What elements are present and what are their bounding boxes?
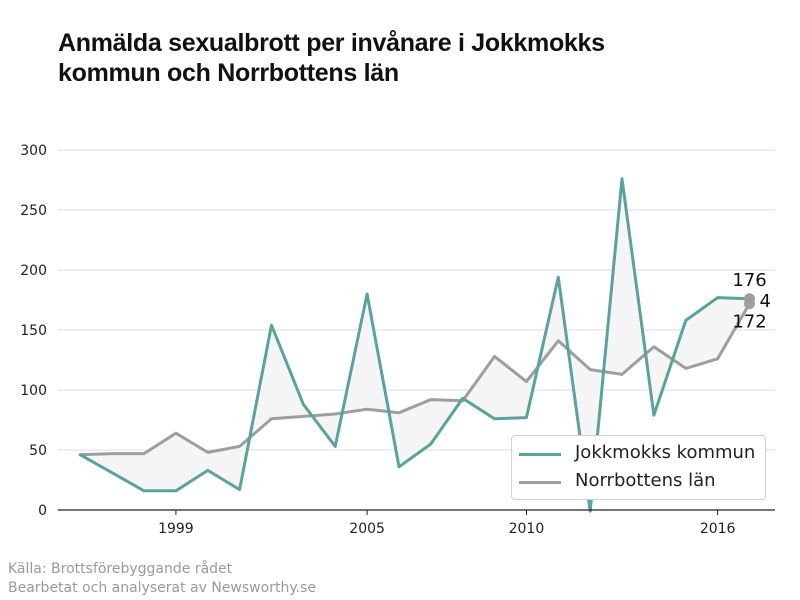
y-tick-label: 300 (20, 143, 47, 159)
source-note: Källa: Brottsförebyggande rådet Bearbeta… (8, 560, 316, 598)
y-tick-label: 100 (20, 383, 47, 399)
x-tick-label: 2016 (700, 521, 736, 537)
legend-swatch-jokkmokk (519, 453, 561, 456)
legend-label-norrbotten: Norrbottens län (575, 470, 716, 491)
end-marker-jokkmokk (744, 293, 756, 305)
legend-label-jokkmokk: Jokkmokks kommun (575, 442, 756, 463)
y-tick-label: 150 (20, 323, 47, 339)
y-tick-label: 50 (29, 443, 47, 459)
end-label-difference: 4 (760, 291, 771, 312)
series-line-jokkmokk (78, 177, 751, 513)
legend-swatch-norrbotten (519, 481, 561, 484)
series-line-norrbotten (78, 302, 751, 457)
y-tick-label: 0 (38, 503, 47, 519)
area-between-series (80, 178, 750, 512)
chart-title-line-2: kommun och Norrbottens län (58, 59, 399, 87)
source-line-1: Källa: Brottsförebyggande rådet (8, 561, 233, 577)
difference-fill (80, 178, 750, 512)
chart-title-line-1: Anmälda sexualbrott per invånare i Jokkm… (58, 29, 605, 57)
x-tick-label: 1999 (158, 521, 194, 537)
x-tick-label: 2010 (509, 521, 545, 537)
x-tick-label: 2005 (349, 521, 385, 537)
axes: 0 50 100 150 200 250 300 1999 2005 2010 2016 (20, 143, 775, 537)
end-label-jokkmokk-value: 176 (732, 270, 766, 291)
end-label-norrbotten-value: 172 (732, 312, 766, 333)
chart-legend: Jokkmokks kommun Norrbottens län (511, 435, 766, 500)
chart-title: Anmälda sexualbrott per invånare i Jokkm… (58, 28, 758, 88)
y-tick-label: 200 (20, 263, 47, 279)
source-line-2: Bearbetat och analyserat av Newsworthy.s… (8, 580, 316, 596)
series-lines (78, 177, 751, 513)
y-tick-label: 250 (20, 203, 47, 219)
